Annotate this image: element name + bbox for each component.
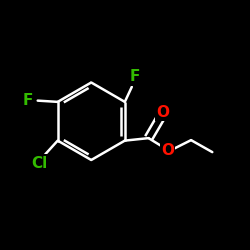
Text: O: O bbox=[161, 142, 174, 158]
Text: Cl: Cl bbox=[31, 156, 47, 170]
Text: F: F bbox=[22, 93, 33, 108]
Text: O: O bbox=[156, 104, 169, 120]
Text: F: F bbox=[130, 69, 140, 84]
